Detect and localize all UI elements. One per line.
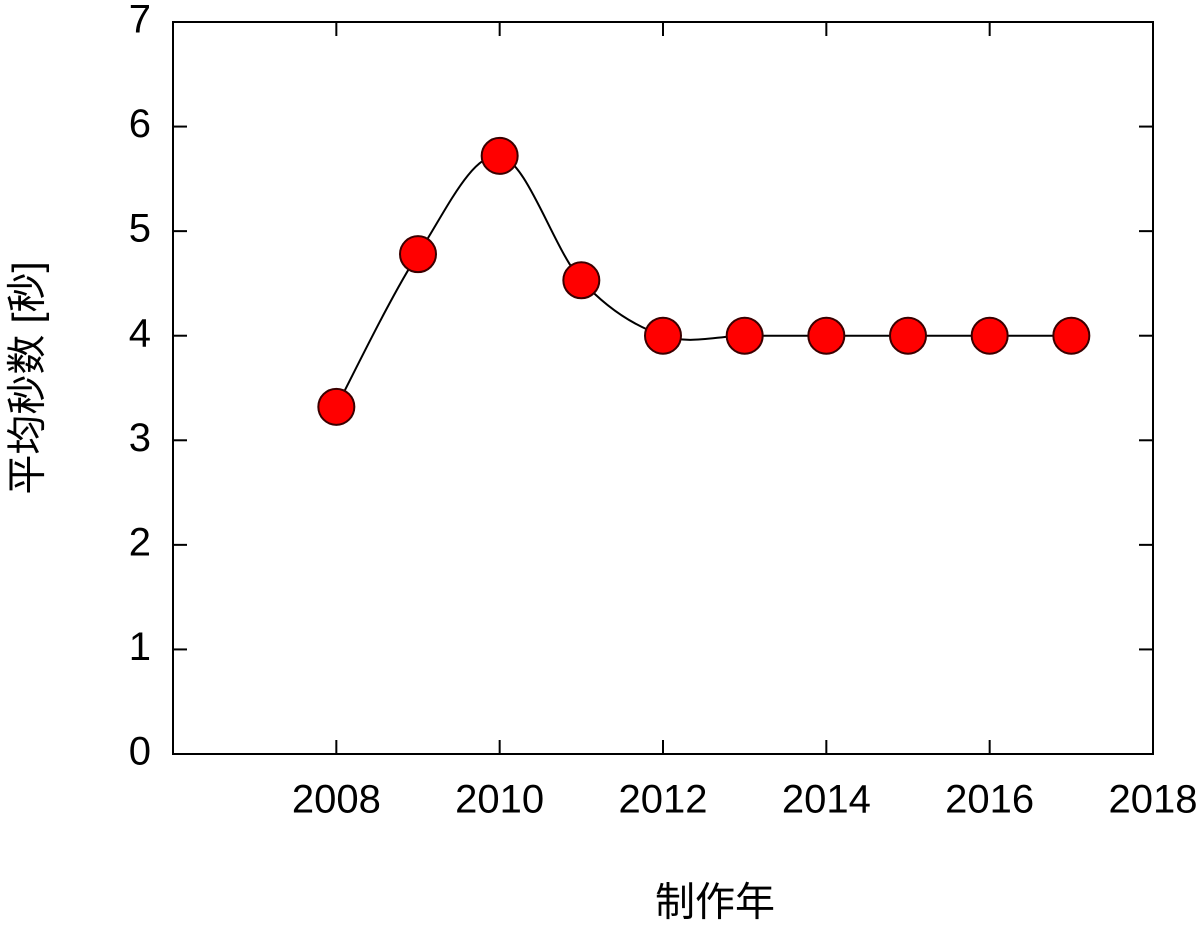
plot-frame [172, 21, 1154, 755]
y-tick-label: 4 [129, 311, 151, 355]
y-tick-label: 1 [129, 625, 151, 669]
y-tick-label: 2 [129, 520, 151, 564]
x-tick-label: 2018 [1109, 778, 1198, 822]
x-tick-label: 2010 [455, 778, 544, 822]
y-axis-title: 平均秒数 [秒] [6, 261, 50, 494]
point [562, 261, 601, 300]
y-tick-label: 7 [129, 0, 151, 42]
y-tick-label: 0 [129, 730, 151, 774]
point [399, 235, 437, 274]
point [1052, 316, 1091, 355]
point [889, 316, 927, 355]
y-tick-label: 5 [129, 207, 151, 251]
point [480, 136, 519, 175]
series-line [335, 154, 1072, 408]
x-axis-title: 制作年 [655, 881, 775, 925]
point [970, 316, 1009, 355]
y-tick-label: 6 [129, 102, 151, 146]
x-tick-label: 2012 [619, 778, 708, 822]
point [644, 316, 682, 355]
point [317, 387, 356, 426]
x-tick-label: 2008 [292, 778, 381, 822]
x-tick-label: 2016 [945, 778, 1034, 822]
point [725, 316, 764, 355]
point [807, 316, 846, 355]
x-tick-label: 2014 [782, 778, 871, 822]
y-tick-label: 3 [129, 416, 151, 460]
